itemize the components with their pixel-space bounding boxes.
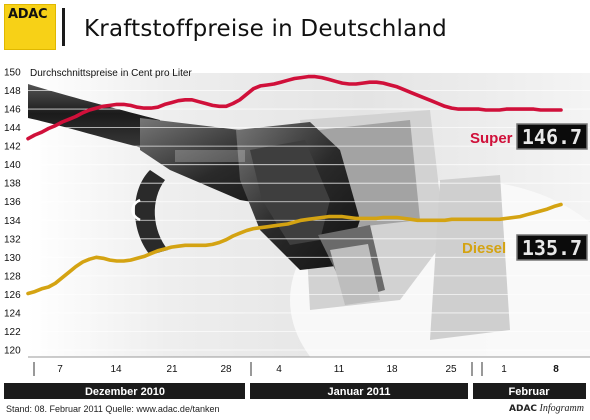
super-price-display <box>516 123 588 150</box>
x-tick-label: 11 <box>334 364 345 375</box>
chart-subtitle: Durchschnittspreise in Cent pro Liter <box>30 68 192 79</box>
adac-logo: ADAC <box>4 4 56 50</box>
x-tick-label: 4 <box>276 364 282 375</box>
series-lines <box>26 74 563 296</box>
series-line-diesel <box>26 202 563 296</box>
super-label-group: Super 146.7 <box>470 123 588 150</box>
x-tick-label: 7 <box>57 364 63 375</box>
y-tick-label: 150 <box>4 68 21 79</box>
y-tick-label: 128 <box>4 271 21 282</box>
series-label-super: Super <box>470 130 513 147</box>
y-tick-label: 134 <box>4 216 21 227</box>
month-label-dezember: Dezember 2010 <box>85 386 165 398</box>
x-tick-label: 21 <box>166 364 178 375</box>
x-tick-label: 8 <box>553 364 559 375</box>
diesel-label-group: Diesel 135.7 <box>462 234 588 261</box>
y-tick-label: 122 <box>4 327 21 338</box>
y-tick-label: 140 <box>4 160 21 171</box>
x-axis-ticks: 7 14 21 28 4 11 18 25 1 8 <box>33 362 559 376</box>
x-tick-label: 28 <box>220 364 232 375</box>
footer-source: Stand: 08. Februar 2011 Quelle: www.adac… <box>6 404 220 414</box>
y-tick-label: 124 <box>4 308 21 319</box>
y-tick-label: 126 <box>4 290 21 301</box>
y-tick-label: 144 <box>4 123 21 134</box>
month-band-februar <box>473 383 586 399</box>
y-tick-label: 132 <box>4 234 21 245</box>
y-tick-label: 148 <box>4 86 21 97</box>
x-tick-label: 18 <box>386 364 398 375</box>
diesel-price-value: 135.7 <box>522 236 582 260</box>
series-label-diesel: Diesel <box>462 240 506 257</box>
diesel-price-display <box>516 234 588 261</box>
y-tick-label: 130 <box>4 253 21 264</box>
x-tick-label: 14 <box>110 364 122 375</box>
y-tick-label: 142 <box>4 142 21 153</box>
super-price-value: 146.7 <box>522 125 582 149</box>
month-label-februar: Februar <box>509 386 551 398</box>
footer-brand-suffix: Infogramm <box>539 403 584 414</box>
title-rule <box>62 8 65 46</box>
x-tick-label: 1 <box>501 364 507 375</box>
x-tick-label: 25 <box>445 364 457 375</box>
series-line-super <box>26 74 563 141</box>
month-band-dezember <box>4 383 245 399</box>
y-axis-tick-labels: 120 122 124 126 128 130 132 134 136 138 140 142 144 1… <box>4 68 21 357</box>
y-tick-label: 120 <box>4 346 21 357</box>
month-band-januar <box>250 383 468 399</box>
logo-text: ADAC <box>8 7 48 22</box>
y-tick-label: 138 <box>4 179 21 190</box>
page-title: Kraftstoffpreise in Deutschland <box>84 16 447 42</box>
y-tick-label: 136 <box>4 197 21 208</box>
footer-brand-name: ADAC <box>509 404 538 414</box>
month-label-januar: Januar 2011 <box>328 386 391 398</box>
footer-brand: ADAC Infogramm <box>509 403 584 414</box>
y-tick-label: 146 <box>4 105 21 116</box>
